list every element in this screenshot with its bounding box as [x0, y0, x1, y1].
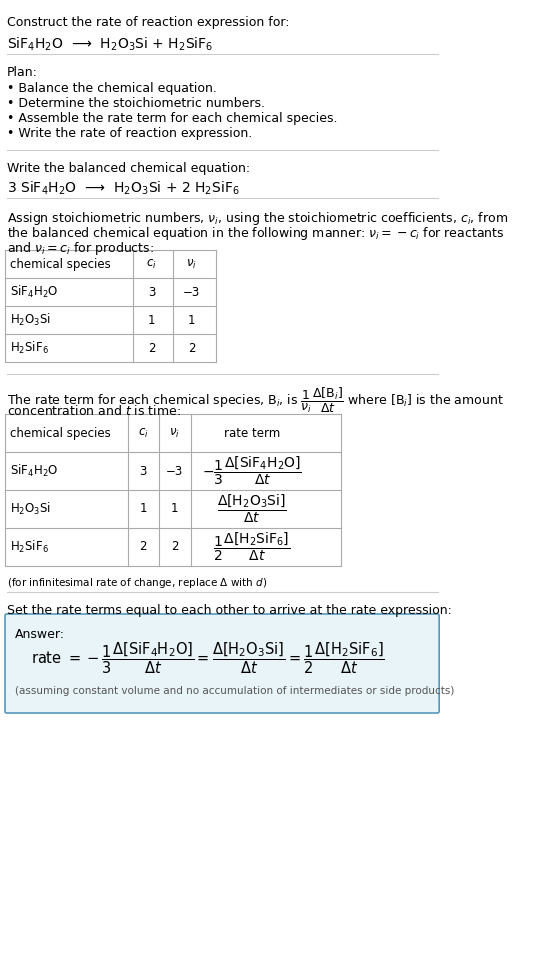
- Text: and $\nu_i = c_i$ for products:: and $\nu_i = c_i$ for products:: [6, 240, 154, 257]
- Text: −3: −3: [183, 286, 200, 298]
- Text: $c_i$: $c_i$: [146, 257, 157, 271]
- Text: 1: 1: [188, 314, 195, 327]
- Text: SiF$_4$H$_2$O  ⟶  H$_2$O$_3$Si + H$_2$SiF$_6$: SiF$_4$H$_2$O ⟶ H$_2$O$_3$Si + H$_2$SiF$…: [6, 36, 213, 54]
- Text: Construct the rate of reaction expression for:: Construct the rate of reaction expressio…: [6, 16, 289, 29]
- Text: 3: 3: [140, 465, 147, 477]
- Text: $-\dfrac{1}{3}\dfrac{\Delta[\mathrm{SiF_4H_2O}]}{\Delta t}$: $-\dfrac{1}{3}\dfrac{\Delta[\mathrm{SiF_…: [202, 455, 302, 488]
- Text: H$_2$O$_3$Si: H$_2$O$_3$Si: [10, 312, 51, 328]
- Text: Write the balanced chemical equation:: Write the balanced chemical equation:: [6, 162, 250, 175]
- Text: 1: 1: [171, 503, 178, 515]
- Text: 2: 2: [171, 540, 178, 554]
- Text: $\dfrac{1}{2}\dfrac{\Delta[\mathrm{H_2SiF_6}]}{\Delta t}$: $\dfrac{1}{2}\dfrac{\Delta[\mathrm{H_2Si…: [213, 531, 291, 563]
- Text: Assign stoichiometric numbers, $\nu_i$, using the stoichiometric coefficients, $: Assign stoichiometric numbers, $\nu_i$, …: [6, 210, 508, 227]
- Text: SiF$_4$H$_2$O: SiF$_4$H$_2$O: [10, 284, 58, 300]
- Text: rate $= -\dfrac{1}{3}\dfrac{\Delta[\mathrm{SiF_4H_2O}]}{\Delta t} = \dfrac{\Delt: rate $= -\dfrac{1}{3}\dfrac{\Delta[\math…: [32, 641, 385, 676]
- Text: H$_2$O$_3$Si: H$_2$O$_3$Si: [10, 501, 51, 517]
- Text: H$_2$SiF$_6$: H$_2$SiF$_6$: [10, 539, 49, 555]
- Text: −3: −3: [166, 465, 183, 477]
- Text: $\nu_i$: $\nu_i$: [186, 257, 197, 271]
- Text: chemical species: chemical species: [10, 257, 111, 271]
- Text: (for infinitesimal rate of change, replace Δ with $d$): (for infinitesimal rate of change, repla…: [6, 576, 267, 590]
- Text: concentration and $t$ is time:: concentration and $t$ is time:: [6, 404, 181, 418]
- FancyBboxPatch shape: [5, 614, 439, 713]
- Text: rate term: rate term: [224, 426, 280, 440]
- Text: $\dfrac{\Delta[\mathrm{H_2O_3Si}]}{\Delta t}$: $\dfrac{\Delta[\mathrm{H_2O_3Si}]}{\Delt…: [217, 493, 287, 525]
- Text: Set the rate terms equal to each other to arrive at the rate expression:: Set the rate terms equal to each other t…: [6, 604, 451, 617]
- Text: 2: 2: [148, 341, 155, 355]
- Text: • Assemble the rate term for each chemical species.: • Assemble the rate term for each chemic…: [6, 112, 337, 125]
- Text: • Write the rate of reaction expression.: • Write the rate of reaction expression.: [6, 127, 252, 140]
- Text: 1: 1: [148, 314, 155, 327]
- Text: 2: 2: [188, 341, 195, 355]
- Text: SiF$_4$H$_2$O: SiF$_4$H$_2$O: [10, 463, 58, 479]
- Text: H$_2$SiF$_6$: H$_2$SiF$_6$: [10, 340, 49, 356]
- Text: $c_i$: $c_i$: [138, 426, 148, 440]
- Text: the balanced chemical equation in the following manner: $\nu_i = -c_i$ for react: the balanced chemical equation in the fo…: [6, 225, 504, 242]
- Text: Plan:: Plan:: [6, 66, 38, 79]
- Text: 3 SiF$_4$H$_2$O  ⟶  H$_2$O$_3$Si + 2 H$_2$SiF$_6$: 3 SiF$_4$H$_2$O ⟶ H$_2$O$_3$Si + 2 H$_2$…: [6, 180, 240, 197]
- Text: 2: 2: [139, 540, 147, 554]
- Text: 1: 1: [139, 503, 147, 515]
- Text: • Determine the stoichiometric numbers.: • Determine the stoichiometric numbers.: [6, 97, 265, 110]
- Text: Answer:: Answer:: [15, 628, 65, 641]
- Text: (assuming constant volume and no accumulation of intermediates or side products): (assuming constant volume and no accumul…: [15, 686, 455, 696]
- Text: $\nu_i$: $\nu_i$: [169, 426, 180, 440]
- Text: chemical species: chemical species: [10, 426, 111, 440]
- Text: The rate term for each chemical species, B$_i$, is $\dfrac{1}{\nu_i}\dfrac{\Delt: The rate term for each chemical species,…: [6, 386, 503, 415]
- Text: 3: 3: [148, 286, 155, 298]
- Text: • Balance the chemical equation.: • Balance the chemical equation.: [6, 82, 217, 95]
